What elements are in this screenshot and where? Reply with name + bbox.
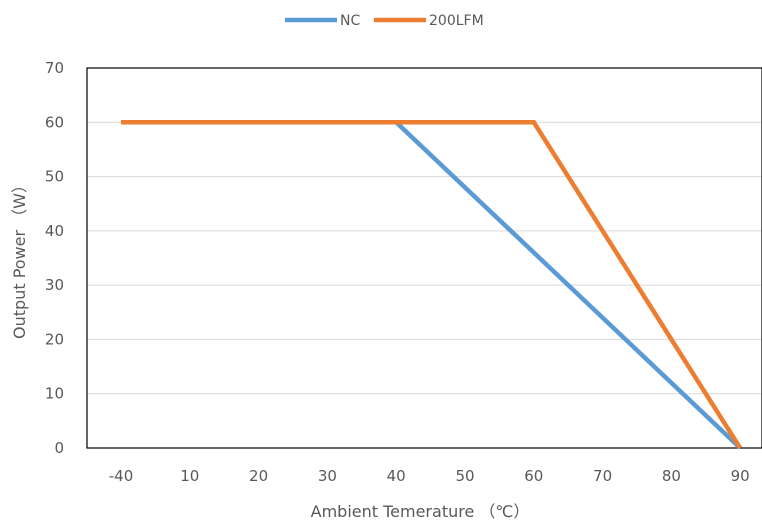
x-tick-label: 20	[249, 467, 268, 485]
legend: NC 200LFM	[285, 13, 484, 29]
x-tick-label: 40	[387, 467, 406, 485]
plot-area-frame	[86, 67, 762, 449]
y-tick-label: 50	[45, 168, 64, 186]
series-layer	[121, 120, 743, 450]
y-tick-label: 20	[45, 330, 64, 348]
x-tick-label: 10	[180, 467, 199, 485]
y-axis-title: Output Power （W）	[10, 177, 29, 339]
y-tick-label: 10	[45, 385, 64, 403]
y-tick-label: 30	[45, 276, 64, 294]
y-tick-label: 60	[45, 113, 64, 131]
x-tick-label: 60	[524, 467, 543, 485]
x-tick-label: -40	[109, 467, 134, 485]
x-tick-label: 80	[662, 467, 681, 485]
x-tick-label: 90	[731, 467, 750, 485]
y-axis-ticks: 0 10 20 30 40 50 60 70	[45, 59, 64, 457]
x-axis-ticks: -40 10 20 30 40 50 60 70 80 90	[109, 467, 750, 485]
x-tick-label: 50	[455, 467, 474, 485]
x-tick-label: 30	[318, 467, 337, 485]
x-axis-title: Ambient Temerature （℃）	[311, 502, 530, 521]
legend-label: NC	[340, 13, 360, 29]
series-line-200lfm	[121, 120, 743, 450]
gridlines	[87, 121, 762, 395]
y-tick-label: 40	[45, 222, 64, 240]
y-tick-label: 70	[45, 59, 64, 77]
y-tick-label: 0	[54, 439, 64, 457]
x-tick-label: 70	[593, 467, 612, 485]
legend-label: 200LFM	[429, 13, 484, 29]
